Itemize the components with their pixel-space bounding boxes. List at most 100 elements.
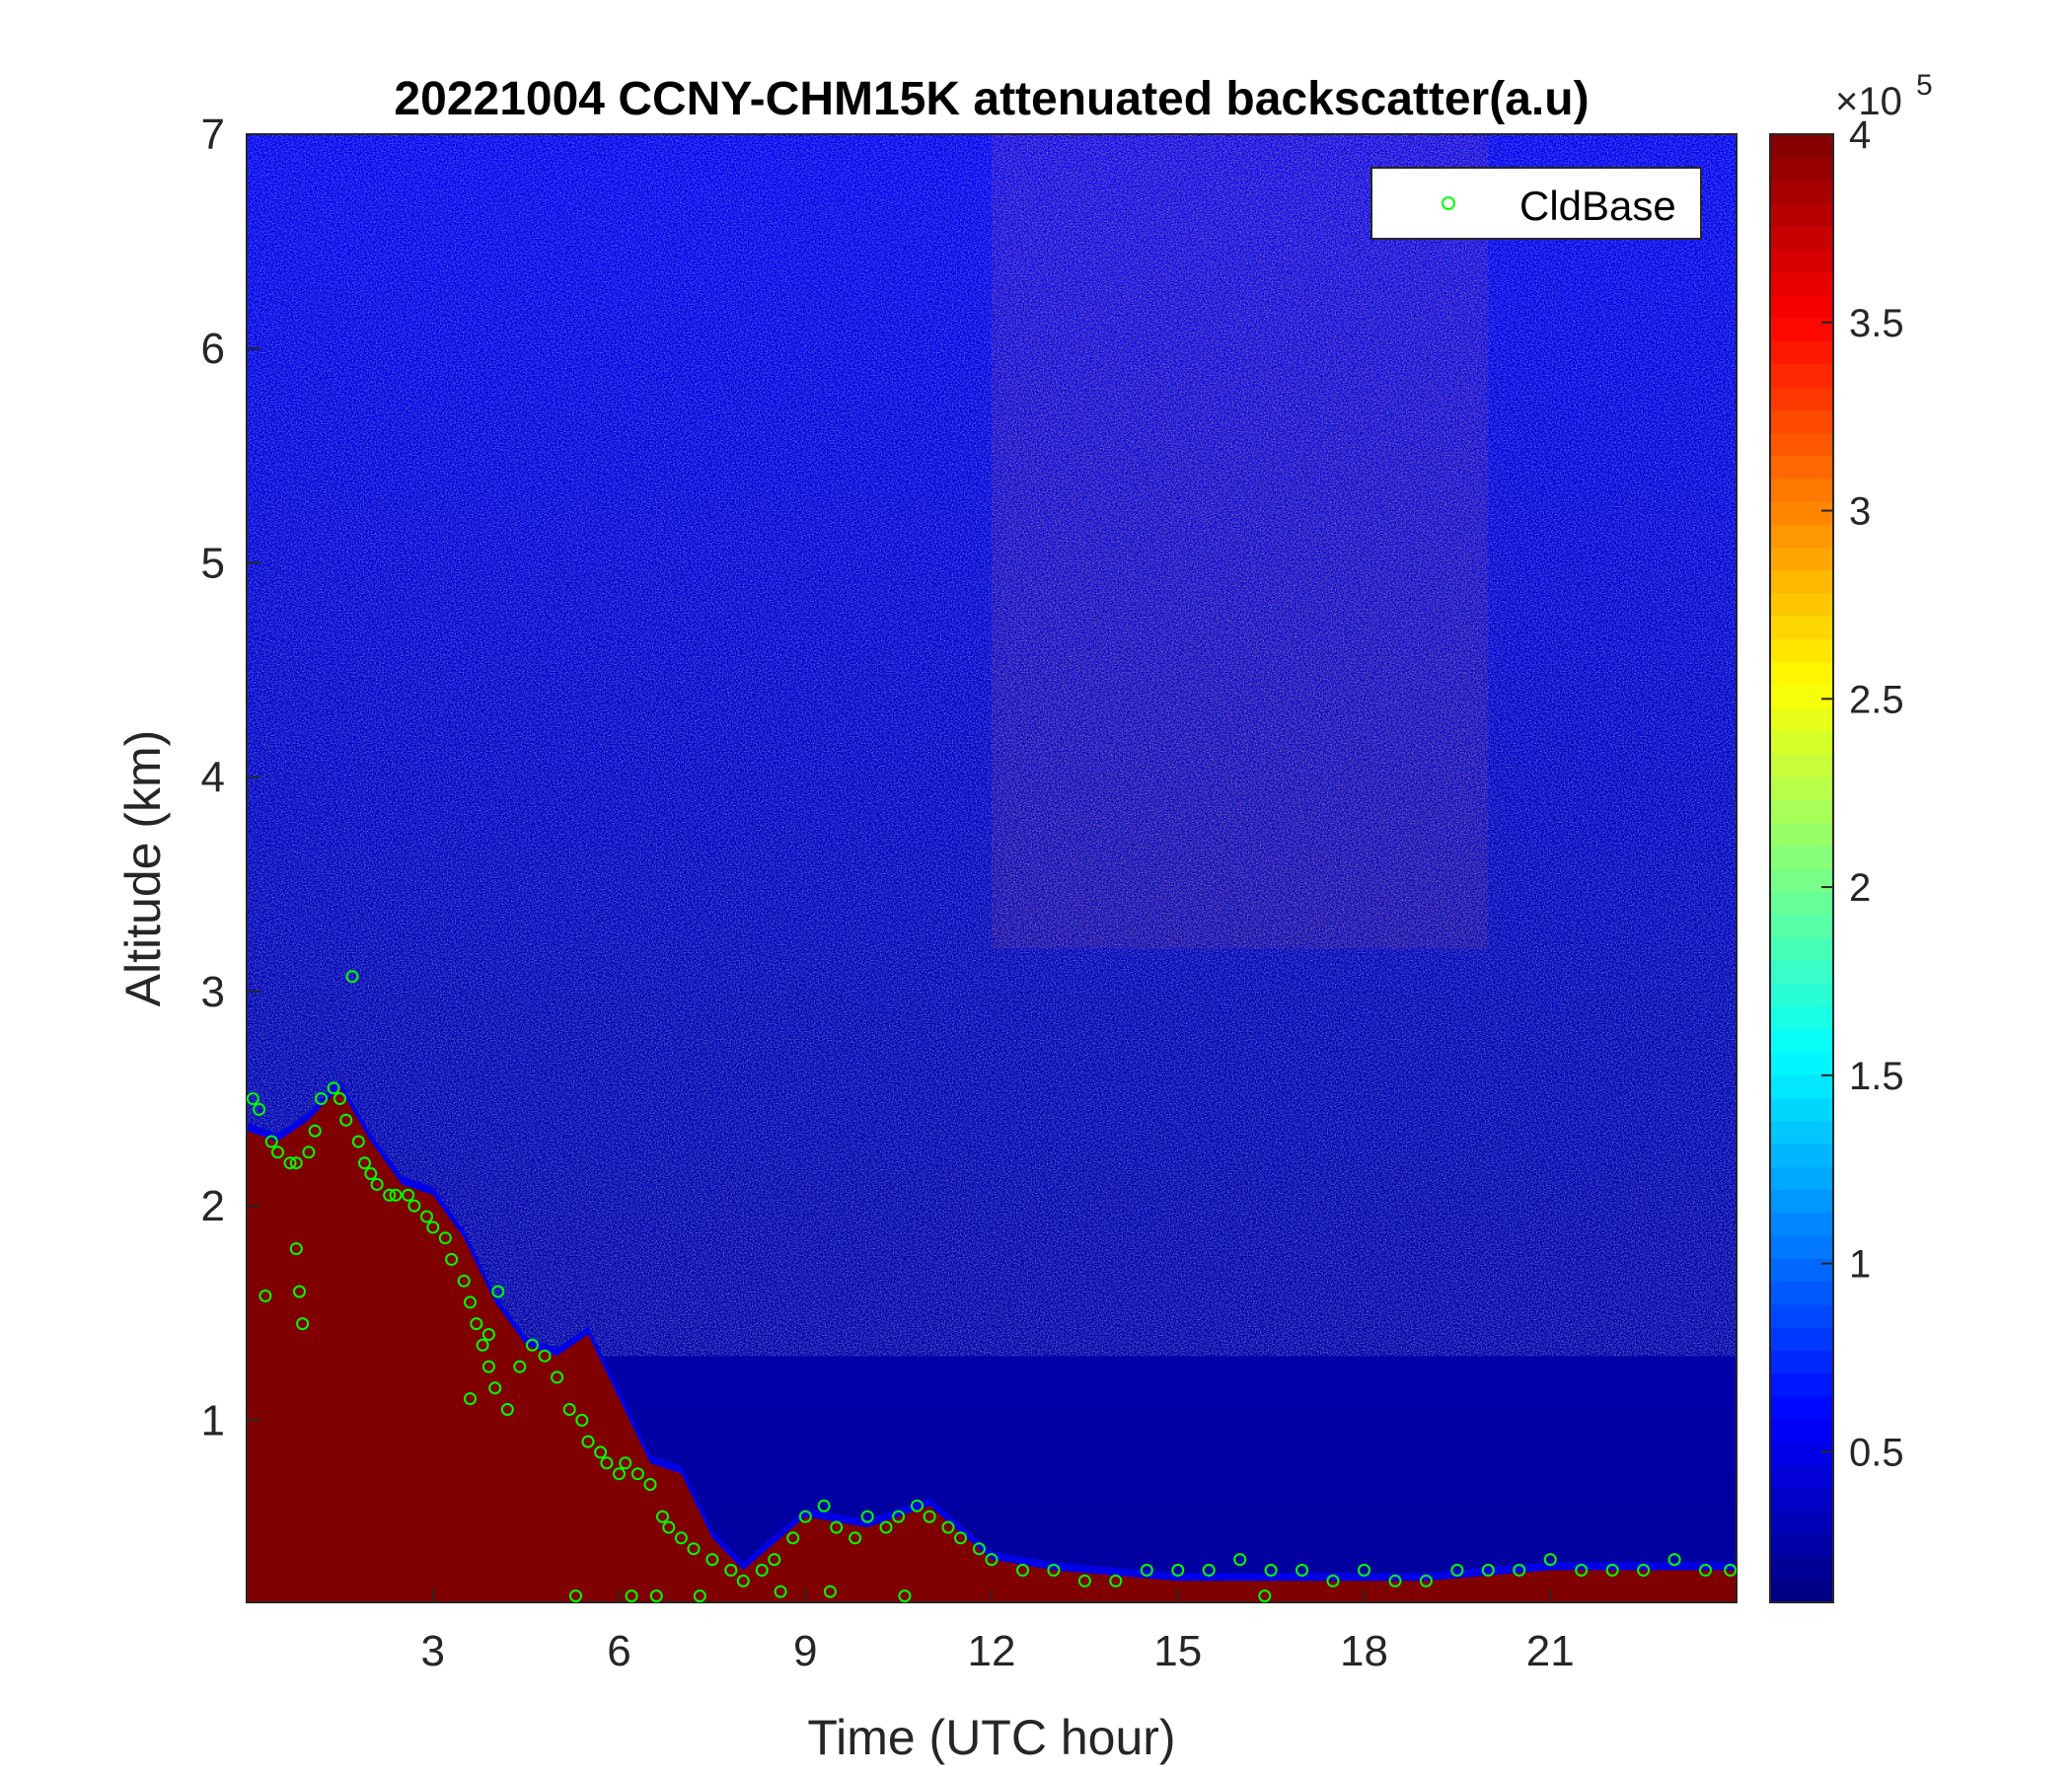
- cldbase-point: [289, 1242, 303, 1256]
- cldbase-point: [600, 1456, 614, 1470]
- cldbase-point: [464, 1392, 477, 1406]
- colorbar-tick-label: 4: [1849, 113, 1871, 157]
- colorbar-swatch: [1770, 845, 1833, 869]
- backscatter-heatmap: [247, 134, 1737, 1602]
- legend: CldBase: [1370, 167, 1702, 240]
- cldbase-point: [1724, 1563, 1737, 1577]
- cldbase-point: [1388, 1574, 1402, 1588]
- cldbase-point: [972, 1542, 986, 1556]
- cldbase-point: [491, 1285, 505, 1298]
- colorbar-tick-label: 2: [1849, 866, 1871, 910]
- cldbase-point: [830, 1520, 844, 1534]
- cldbase-point: [923, 1510, 936, 1523]
- cldbase-point: [817, 1499, 831, 1513]
- colorbar-swatch: [1770, 983, 1833, 1007]
- colorbar-swatch: [1770, 547, 1833, 571]
- cldbase-point: [1450, 1563, 1464, 1577]
- colorbar-swatch: [1770, 799, 1833, 824]
- colorbar-swatch: [1770, 226, 1833, 250]
- colorbar-swatch: [1770, 1303, 1833, 1328]
- x-tick-label: 6: [607, 1627, 630, 1675]
- cldbase-point: [476, 1338, 489, 1352]
- cldbase-point: [1295, 1563, 1309, 1577]
- cldbase-point: [1513, 1563, 1526, 1577]
- cldbase-point: [551, 1370, 564, 1384]
- colorbar-swatch: [1770, 340, 1833, 365]
- cldbase-point: [562, 1403, 576, 1416]
- colorbar-tick-label: 1: [1849, 1243, 1871, 1287]
- colorbar-swatch: [1770, 822, 1833, 847]
- colorbar-swatch: [1770, 661, 1833, 686]
- cldbase-point: [1419, 1574, 1433, 1588]
- cldbase-point: [407, 1199, 421, 1213]
- colorbar-tick-label: 3: [1849, 490, 1871, 534]
- cldbase-point: [768, 1553, 781, 1567]
- cldbase-point: [1358, 1563, 1370, 1577]
- colorbar: 0.5 1 1.5 2 2.5 3 3.5 4: [1769, 113, 1904, 1603]
- cldbase-point: [438, 1231, 452, 1245]
- colorbar-swatch: [1770, 1372, 1833, 1397]
- cldbase-point: [488, 1381, 502, 1395]
- colorbar-swatch: [1770, 1166, 1833, 1191]
- y-axis-label: Altitude (km): [115, 730, 171, 1007]
- cldbase-point: [954, 1531, 967, 1545]
- cldbase-point: [308, 1124, 322, 1138]
- cldbase-point: [892, 1510, 906, 1523]
- cldbase-point: [1109, 1574, 1123, 1588]
- cldbase-point: [898, 1590, 912, 1602]
- legend-box: [1370, 167, 1702, 240]
- colorbar-swatch: [1770, 1464, 1833, 1489]
- cldbase-point: [594, 1445, 608, 1459]
- colorbar-swatch: [1770, 1350, 1833, 1374]
- cldbase-point: [1202, 1563, 1216, 1577]
- colorbar-swatch: [1770, 1235, 1833, 1259]
- cldbase-point: [860, 1510, 874, 1523]
- cldbase-point: [253, 1102, 266, 1116]
- y-tick-label: 7: [201, 111, 225, 159]
- x-axis-label: Time (UTC hour): [807, 1710, 1175, 1765]
- colorbar-swatch: [1770, 1005, 1833, 1030]
- cldbase-point: [264, 1135, 278, 1148]
- colorbar-swatch: [1770, 455, 1833, 480]
- cldbase-point: [823, 1585, 837, 1598]
- cldbase-point: [649, 1590, 663, 1602]
- cldbase-point: [525, 1338, 539, 1352]
- cldbase-point: [1047, 1563, 1061, 1577]
- cldbase-point: [1605, 1563, 1619, 1577]
- colorbar-swatch: [1770, 1487, 1833, 1512]
- cldbase-point: [445, 1252, 459, 1266]
- colorbar-swatch: [1770, 1052, 1833, 1075]
- cldbase-point: [1077, 1574, 1091, 1588]
- colorbar-swatch: [1770, 593, 1833, 617]
- cldbase-point: [1171, 1563, 1185, 1577]
- colorbar-swatch: [1770, 1327, 1833, 1351]
- cldbase-point: [247, 1092, 259, 1105]
- colorbar-exponent-power: 5: [1916, 69, 1933, 102]
- cldbase-point: [538, 1349, 552, 1363]
- cldbase-point: [736, 1574, 750, 1588]
- colorbar-swatch: [1770, 730, 1833, 755]
- cldbase-point: [1140, 1563, 1153, 1577]
- cldbase-point: [464, 1295, 477, 1309]
- cldbase-point: [358, 1156, 371, 1170]
- colorbar-swatch: [1770, 1144, 1833, 1167]
- colorbar-swatch: [1770, 157, 1833, 182]
- cldbase-scatter: [247, 970, 1737, 1602]
- cldbase-point: [1699, 1563, 1712, 1577]
- cldbase-point: [630, 1467, 644, 1481]
- colorbar-swatch: [1770, 936, 1833, 961]
- cldbase-point: [259, 1289, 272, 1302]
- cldbase-point: [1575, 1563, 1589, 1577]
- colorbar-swatch: [1770, 1074, 1833, 1099]
- cldbase-point: [513, 1360, 527, 1373]
- cldbase-point: [619, 1456, 632, 1470]
- colorbar-swatch: [1770, 478, 1833, 502]
- y-tick-label: 6: [201, 325, 225, 373]
- colorbar-exponent: ×10 5: [1835, 69, 1933, 123]
- y-tick-label: 1: [201, 1396, 225, 1444]
- chart-title: 20221004 CCNY-CHM15K attenuated backscat…: [394, 73, 1589, 125]
- colorbar-swatch: [1770, 501, 1833, 525]
- colorbar-tick-label: 0.5: [1849, 1431, 1904, 1474]
- colorbar-swatch: [1770, 1258, 1833, 1283]
